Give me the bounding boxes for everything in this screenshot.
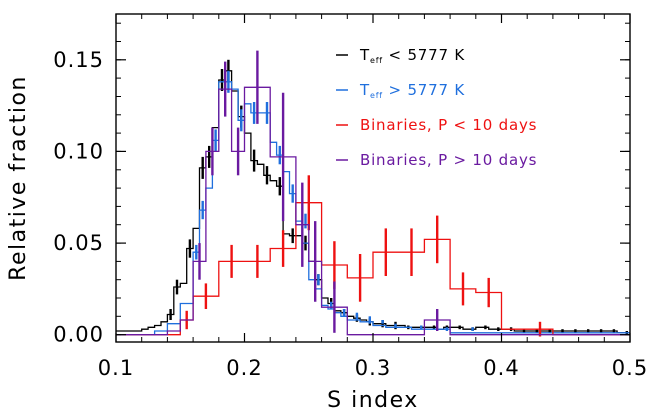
y-tick-label: 0.15	[53, 48, 104, 72]
x-tick-label: 0.5	[612, 356, 648, 380]
histogram-series-layer	[116, 50, 630, 337]
x-tick-label: 0.2	[226, 356, 262, 380]
error-bars	[195, 70, 474, 331]
legend-item-4: Binaries, P > 10 days	[336, 151, 537, 169]
error-bars	[169, 59, 628, 335]
y-tick-label: 0.10	[53, 139, 104, 163]
error-bars	[185, 175, 542, 337]
legend-label: Binaries, P < 10 days	[360, 116, 537, 134]
y-tick-label: 0.00	[53, 323, 104, 347]
ticks-layer: 0.1 0.2 0.3 0.4 0.5 0.00 0.05 0.10 0.15	[53, 14, 648, 380]
x-tick-label: 0.1	[98, 356, 134, 380]
histogram-step-line	[116, 202, 630, 336]
legend: Teff < 5777 K Teff > 5777 K Binaries, P < …	[336, 46, 537, 169]
legend-item-2: Teff > 5777 K	[336, 81, 465, 100]
series-3	[116, 175, 630, 337]
series-4	[116, 50, 630, 336]
legend-label: Teff > 5777 K	[359, 81, 465, 100]
y-axis-title: Relative fraction	[6, 75, 31, 281]
legend-label: Binaries, P > 10 days	[360, 151, 537, 169]
x-tick-label: 0.4	[483, 356, 519, 380]
error-bars	[198, 50, 439, 333]
y-tick-label: 0.05	[53, 231, 104, 255]
legend-item-3: Binaries, P < 10 days	[336, 116, 537, 134]
legend-label: Teff < 5777 K	[359, 46, 465, 65]
x-axis-title: S index	[327, 388, 419, 413]
legend-item-1: Teff < 5777 K	[336, 46, 465, 65]
x-tick-label: 0.3	[355, 356, 391, 380]
